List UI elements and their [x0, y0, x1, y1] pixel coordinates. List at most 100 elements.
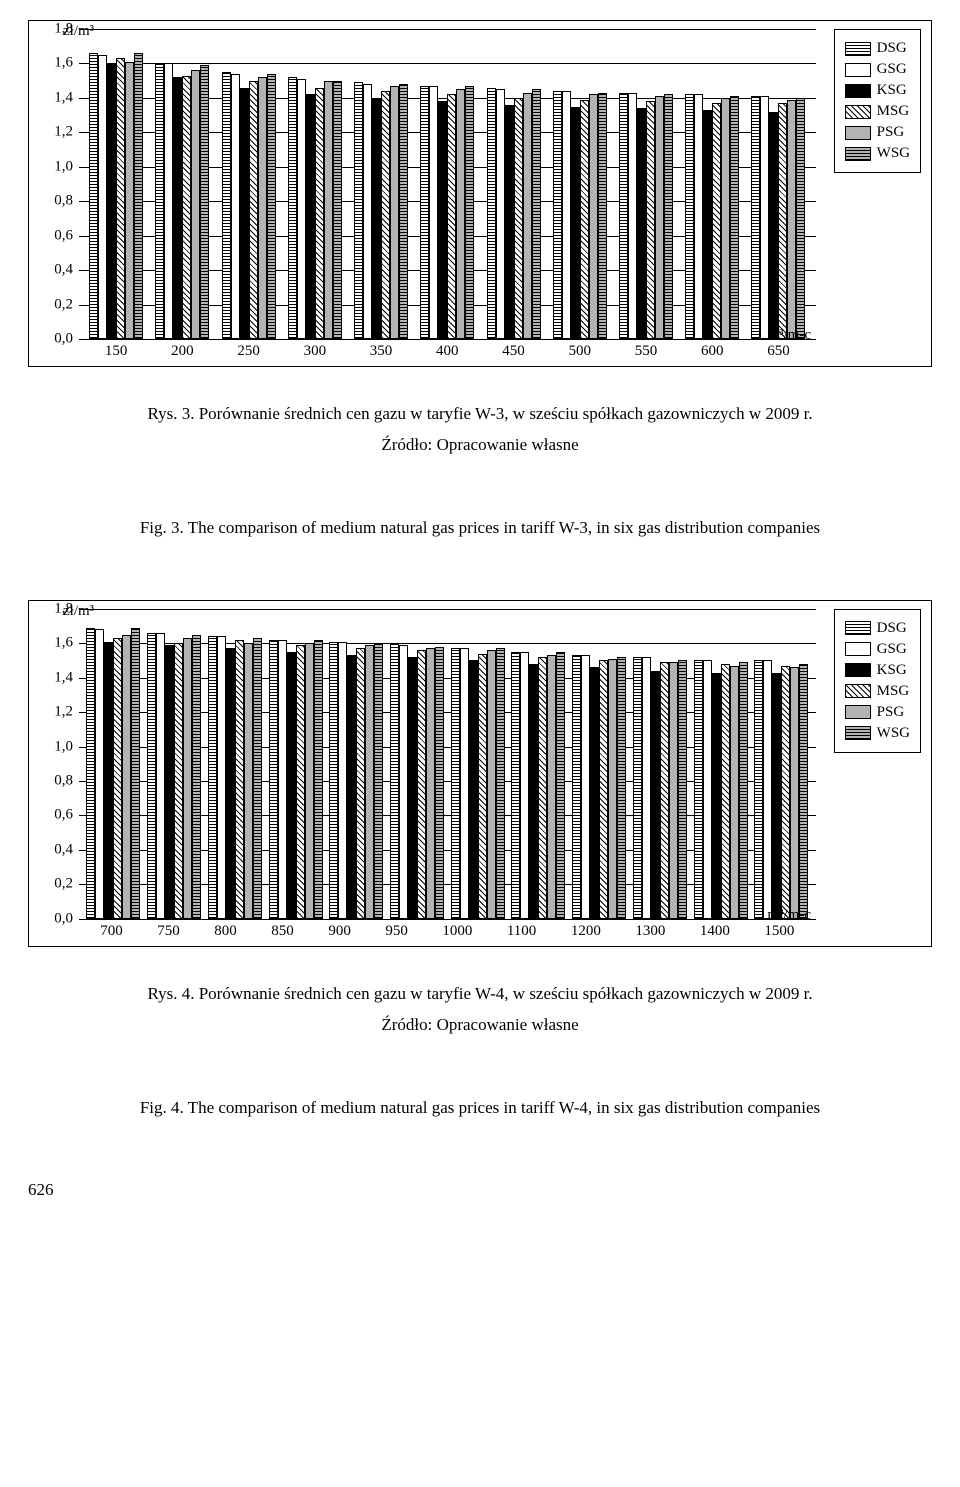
bar-msg [235, 640, 244, 919]
bar-ksg [651, 671, 660, 919]
y-tick-label: 1,2 [39, 704, 73, 721]
x-tick-label: 1300 [635, 923, 665, 940]
bar-psg [244, 643, 253, 919]
bar-psg [390, 86, 399, 339]
bar-ksg [240, 88, 249, 339]
y-tick-label: 1,6 [39, 55, 73, 72]
bar-msg [478, 654, 487, 919]
bar-msg [249, 81, 258, 339]
bar-wsg [333, 81, 342, 339]
bar-ksg [165, 645, 174, 919]
bar-gsg [297, 79, 306, 339]
bar-wsg [496, 648, 505, 918]
bar-group [222, 72, 276, 339]
bar-dsg [329, 642, 338, 919]
bar-msg [356, 648, 365, 918]
legend-swatch [845, 621, 871, 635]
bar-psg [669, 662, 678, 919]
legend-w4: DSGGSGKSGMSGPSGWSG [834, 609, 921, 753]
legend-item-ksg: KSG [845, 662, 910, 679]
bar-wsg [134, 53, 143, 339]
legend-swatch [845, 684, 871, 698]
x-tick-label: 950 [385, 923, 408, 940]
bar-wsg [598, 93, 607, 339]
bar-psg [324, 81, 333, 339]
legend-label: DSG [877, 40, 907, 57]
bar-gsg [703, 660, 712, 918]
x-axis-label: m³/m-c [767, 907, 811, 924]
bar-wsg [678, 660, 687, 918]
y-tick-label: 0,0 [39, 910, 73, 927]
bar-wsg [799, 664, 808, 919]
y-tick-label: 1,8 [39, 21, 73, 38]
bar-psg [787, 100, 796, 339]
legend-item-gsg: GSG [845, 61, 910, 78]
x-tick-label: 850 [271, 923, 294, 940]
bar-gsg [760, 96, 769, 339]
bar-psg [456, 89, 465, 339]
bar-gsg [581, 655, 590, 919]
y-tick-label: 0,2 [39, 876, 73, 893]
x-tick-label: 800 [214, 923, 237, 940]
bar-ksg [173, 77, 182, 339]
gridline [79, 339, 816, 340]
bar-psg [730, 666, 739, 919]
bar-gsg [95, 629, 104, 918]
bar-gsg [231, 74, 240, 339]
y-tick-label: 0,6 [39, 807, 73, 824]
bar-msg [174, 643, 183, 919]
bar-msg [646, 101, 655, 339]
bar-group [685, 94, 739, 339]
x-tick-label: 150 [105, 343, 128, 360]
bar-psg [523, 93, 532, 339]
y-tick-label: 0,8 [39, 773, 73, 790]
bars-row [79, 29, 816, 339]
bar-wsg [253, 638, 262, 919]
bar-psg [191, 70, 200, 339]
bar-psg [426, 648, 435, 918]
bar-group [751, 96, 805, 339]
bar-psg [258, 77, 267, 339]
x-tick-label: 300 [304, 343, 327, 360]
legend-label: GSG [877, 641, 907, 658]
legend-label: KSG [877, 82, 907, 99]
legend-w3: DSGGSGKSGMSGPSGWSG [834, 29, 921, 173]
bar-ksg [226, 648, 235, 918]
bar-ksg [769, 112, 778, 339]
bar-gsg [363, 84, 372, 339]
bar-msg [182, 76, 191, 340]
y-tick-label: 0,0 [39, 331, 73, 348]
x-tick-label: 900 [328, 923, 351, 940]
bar-wsg [374, 643, 383, 919]
bar-dsg [222, 72, 231, 339]
bar-wsg [730, 96, 739, 339]
bar-dsg [420, 86, 429, 339]
bar-psg [721, 98, 730, 339]
bar-dsg [553, 91, 562, 339]
bar-ksg [287, 652, 296, 919]
legend-item-ksg: KSG [845, 82, 910, 99]
bar-group [86, 628, 140, 919]
bar-dsg [754, 660, 763, 918]
plot-area-w3: 0,00,20,40,60,81,01,21,41,61,8 [79, 29, 816, 339]
bar-gsg [642, 657, 651, 919]
bar-ksg [469, 660, 478, 918]
bar-ksg [408, 657, 417, 919]
bar-group [451, 648, 505, 918]
bar-wsg [617, 657, 626, 919]
bar-group [288, 77, 342, 339]
bar-dsg [354, 82, 363, 339]
x-axis-label: m³/m-c [767, 327, 811, 344]
bar-ksg [590, 667, 599, 918]
bar-msg [660, 662, 669, 919]
caption-src4: Źródło: Opracowanie własne [68, 1014, 892, 1037]
bar-group [329, 642, 383, 919]
x-tick-label: 450 [502, 343, 525, 360]
y-tick-label: 1,8 [39, 600, 73, 617]
bar-group [487, 88, 541, 339]
x-tick-label: 1200 [571, 923, 601, 940]
bar-msg [116, 58, 125, 339]
legend-label: GSG [877, 61, 907, 78]
bar-gsg [628, 93, 637, 339]
x-tick-label: 1400 [700, 923, 730, 940]
